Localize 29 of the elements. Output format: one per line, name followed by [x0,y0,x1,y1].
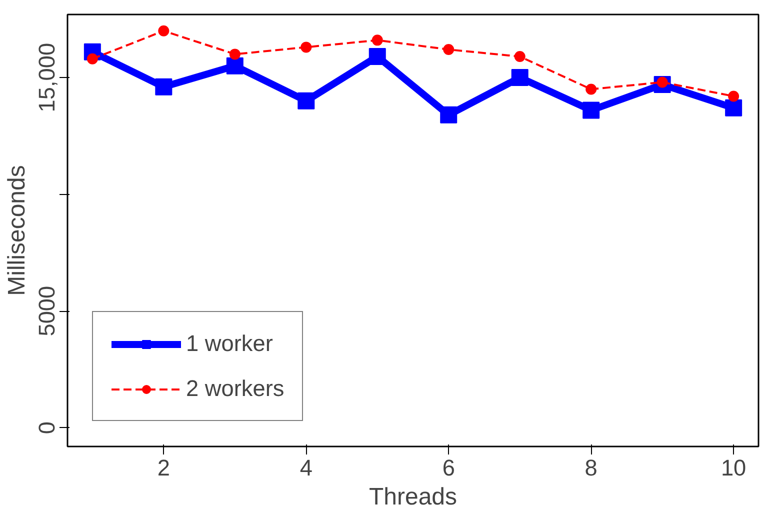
point [582,102,600,119]
legend-label: 1 worker [186,330,273,357]
legend-label: 2 workers [186,375,284,402]
point [229,48,240,60]
point [368,48,386,66]
point [511,69,528,86]
point [443,44,454,56]
point [155,78,172,96]
y-tick-label: 0 [34,422,60,434]
x-tick-label: 10 [720,454,746,480]
point [728,90,740,102]
x-tick-label: 6 [442,454,455,480]
y-tick-label: 5000 [34,286,60,336]
point [298,92,315,110]
point [158,25,170,36]
point [725,99,742,116]
point [372,34,383,46]
x-axis-title: Threads [368,484,458,510]
y-axis-title: Milliseconds [4,165,30,296]
y-tick-label: 15,000 [34,42,60,112]
point [586,84,597,95]
point [226,57,244,74]
point [300,42,312,53]
point [440,106,458,124]
x-tick-label: 4 [300,454,312,480]
point [86,53,98,64]
point [514,51,526,62]
x-tick-label: 2 [157,454,170,480]
x-tick-label: 8 [584,454,598,480]
